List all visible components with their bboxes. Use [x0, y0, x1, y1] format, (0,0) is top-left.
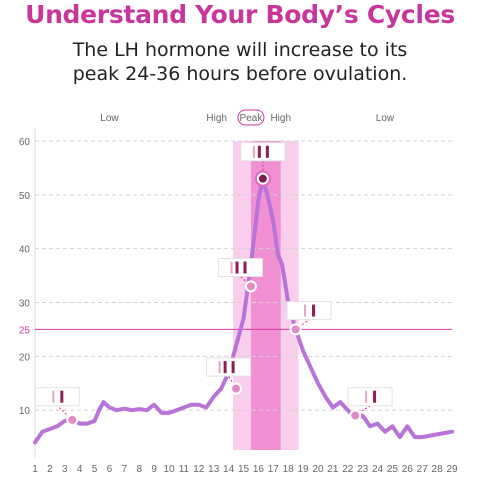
- test-strip-4: [286, 301, 332, 321]
- x-tick-label-8: 8: [136, 464, 142, 475]
- phase-label-0: Low: [100, 113, 119, 124]
- strip-line-a-0: [60, 390, 64, 403]
- strip-line-b-4: [304, 304, 307, 317]
- page-title: Understand Your Body’s Cycles: [25, 0, 455, 29]
- x-tick-label-26: 26: [402, 464, 414, 475]
- x-tick-label-2: 2: [47, 464, 53, 475]
- phase-label-3: High: [270, 113, 291, 124]
- phase-label-box-2: [237, 109, 265, 126]
- test-strip-0: [34, 387, 80, 407]
- x-tick-label-27: 27: [417, 464, 429, 475]
- x-tick-label-23: 23: [357, 464, 369, 475]
- y-tick-label-10: 10: [19, 406, 31, 417]
- strip-line-a-2: [235, 261, 239, 274]
- phase-label-2: Peak: [240, 113, 264, 124]
- x-tick-label-17: 17: [268, 464, 280, 475]
- strip-line-a-4: [312, 304, 316, 317]
- marker-1: [230, 382, 243, 395]
- x-tick-label-1: 1: [32, 464, 38, 475]
- x-tick-label-6: 6: [107, 464, 113, 475]
- x-tick-label-11: 11: [179, 464, 190, 475]
- strip-line-c-1: [218, 361, 221, 374]
- x-tick-label-13: 13: [208, 464, 220, 475]
- marker-4: [289, 323, 302, 336]
- x-tick-label-16: 16: [253, 464, 265, 475]
- x-tick-label-7: 7: [122, 464, 128, 475]
- y-tick-label-20: 20: [19, 352, 31, 363]
- x-tick-label-10: 10: [163, 464, 175, 475]
- phase-label-1: High: [206, 113, 227, 124]
- x-tick-label-28: 28: [432, 464, 444, 475]
- strip-line-b-3: [265, 145, 269, 158]
- subtitle-line-2: peak 24-36 hours before ovulation.: [72, 63, 408, 85]
- threshold-label: 25: [19, 325, 31, 336]
- marker-5: [349, 409, 362, 422]
- x-tick-label-14: 14: [223, 464, 235, 475]
- marker-3: [258, 174, 267, 183]
- test-strip-3: [240, 142, 286, 162]
- x-tick-label-20: 20: [312, 464, 324, 475]
- y-tick-label-50: 50: [19, 191, 31, 202]
- phase-label-4: Low: [376, 113, 395, 124]
- x-tick-label-4: 4: [77, 464, 83, 475]
- x-tick-label-12: 12: [193, 464, 205, 475]
- x-tick-label-3: 3: [62, 464, 68, 475]
- strip-line-c-3: [252, 145, 255, 158]
- marker-0: [66, 413, 79, 426]
- x-tick-label-5: 5: [92, 464, 98, 475]
- strip-leader-4: [295, 319, 310, 330]
- y-tick-label-30: 30: [19, 299, 31, 310]
- strip-line-b-5: [365, 390, 368, 403]
- test-strip-1: [206, 357, 252, 377]
- strip-line-b-2: [243, 261, 247, 274]
- strip-line-a-5: [373, 390, 377, 403]
- series-line-0: [33, 176, 454, 445]
- y-tick-label-60: 60: [19, 137, 31, 148]
- x-tick-label-15: 15: [238, 464, 250, 475]
- test-strip-2: [218, 258, 264, 278]
- marker-2: [244, 280, 257, 293]
- subtitle-line-1: The LH hormone will increase to its: [72, 39, 408, 61]
- x-tick-label-22: 22: [342, 464, 354, 475]
- strip-line-a-3: [257, 145, 261, 158]
- x-tick-label-24: 24: [372, 464, 384, 475]
- x-tick-label-29: 29: [446, 464, 458, 475]
- strip-line-b-0: [52, 390, 55, 403]
- x-tick-label-21: 21: [327, 464, 339, 475]
- strip-line-b-1: [231, 361, 235, 374]
- x-tick-label-18: 18: [283, 464, 295, 475]
- strip-leader-0: [56, 405, 73, 421]
- x-tick-label-19: 19: [298, 464, 310, 475]
- strip-leader-5: [354, 405, 371, 416]
- x-tick-label-9: 9: [151, 464, 157, 475]
- y-tick-label-40: 40: [19, 245, 31, 256]
- strip-leader-1: [228, 375, 237, 389]
- strip-line-a-1: [223, 361, 227, 374]
- test-strip-5: [347, 387, 393, 407]
- strip-line-c-2: [230, 261, 233, 274]
- x-tick-label-25: 25: [387, 464, 399, 475]
